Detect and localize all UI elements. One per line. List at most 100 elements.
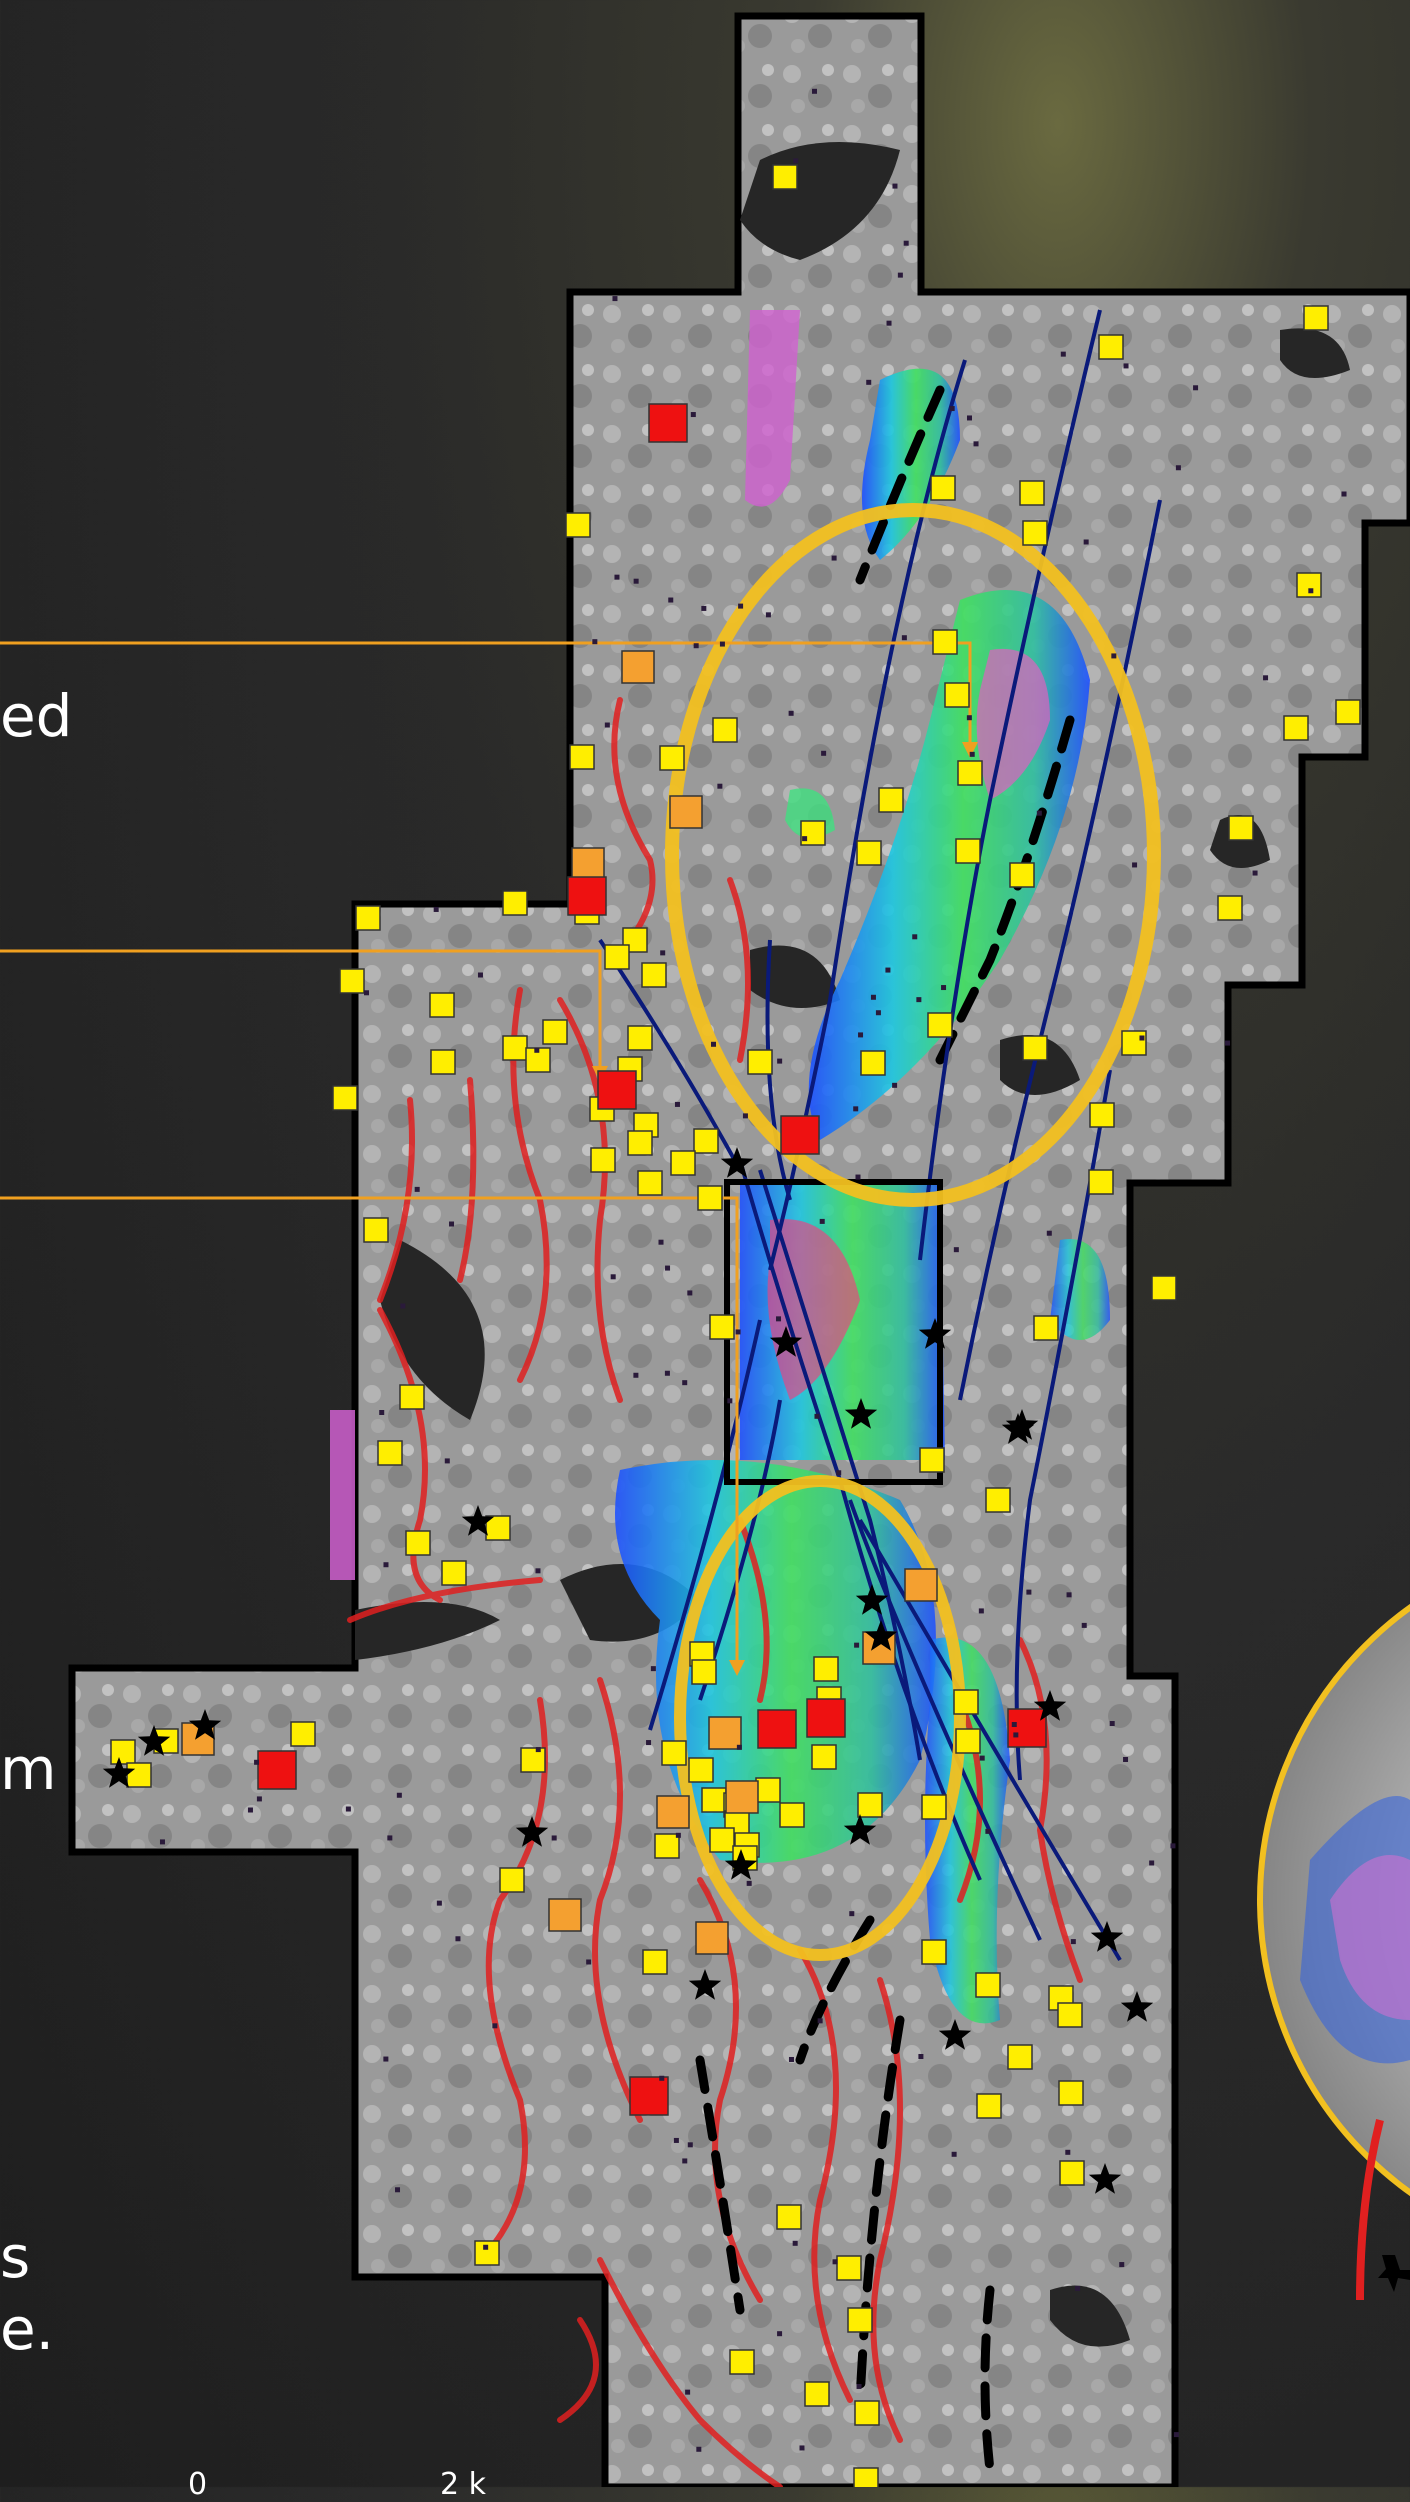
yellow-square-marker [975,1972,1001,1998]
yellow-square-marker [860,1050,886,1076]
orange-square-marker [904,1568,938,1602]
yellow-square-marker [1057,2002,1083,2028]
sample-dot [687,1290,693,1296]
star-marker [864,1620,898,1651]
sample-dot [1070,1939,1076,1945]
star-marker [515,1816,549,1847]
cropped-label-2: m [0,1735,57,1803]
yellow-square-marker [1033,1315,1059,1341]
sample-dot [659,2075,665,2081]
sample-dot [1123,363,1129,369]
sample-dot [673,2137,679,2143]
sample-dot [821,750,827,756]
orange-square-marker [656,1795,690,1829]
scale-bar-label-0: 0 [188,2467,208,2502]
yellow-square-marker [355,905,381,931]
sample-dot [901,635,907,641]
sample-dot [978,1608,984,1614]
yellow-square-marker [1088,1169,1114,1195]
sample-dot [1132,862,1138,868]
sample-dot [535,1747,541,1753]
sample-dot [1060,351,1066,357]
star-marker [137,1725,171,1756]
yellow-square-marker [772,164,798,190]
sample-dot [966,415,972,421]
sample-dot [777,2331,783,2337]
sample-dot [668,597,674,603]
target-ellipse-north [665,503,1161,1207]
sample-dot [379,1409,385,1415]
sample-dot [483,2244,489,2250]
sample-dot [551,1835,557,1841]
red-square-marker [806,1698,846,1738]
red-square-marker [629,2076,669,2116]
sample-dot [690,412,696,418]
yellow-square-marker [1283,715,1309,741]
sample-dot [736,1744,742,1750]
yellow-square-marker [1022,1035,1048,1061]
sample-dot [1173,2432,1179,2438]
yellow-square-marker [502,1035,528,1061]
sample-dot [831,555,837,561]
sample-dot [949,406,955,412]
sample-dot [903,240,909,246]
yellow-square-marker [1296,572,1322,598]
star-marker [688,1969,722,2000]
yellow-square-marker [688,1757,714,1783]
yellow-square-marker [811,1744,837,1770]
yellow-square-marker [955,1728,981,1754]
sample-dot [633,578,639,584]
yellow-square-marker [953,1689,979,1715]
star-marker [1005,1409,1039,1440]
sample-dot [966,715,972,721]
cropped-label-4: e. [0,2295,55,2363]
scale-bar-label-1: 2 k [440,2467,486,2502]
sample-dot [746,1880,752,1886]
sample-dot [1139,1035,1145,1041]
sample-dot [674,1101,680,1107]
sample-dot [612,296,618,302]
yellow-square-marker [520,1747,546,1773]
sample-dot [819,1218,825,1224]
star-marker [1090,1921,1124,1952]
sample-dot [1083,539,1089,545]
sample-dot [1308,588,1314,594]
sample-dot [665,1265,671,1271]
yellow-square-marker [569,744,595,770]
yellow-square-marker [1059,2160,1085,2186]
yellow-square-marker [641,962,667,988]
yellow-square-marker [747,1049,773,1075]
sample-dot [788,2056,794,2062]
yellow-square-marker [927,1012,953,1038]
sample-dot [492,2023,498,2029]
sample-dot [1046,1230,1052,1236]
sample-dot [159,1839,165,1845]
red-square-marker [648,403,688,443]
orange-square-marker [548,1898,582,1932]
sample-dot [814,1413,820,1419]
sample-dot [1341,491,1347,497]
sample-dot [444,1458,450,1464]
yellow-square-marker [776,2204,802,2230]
yellow-square-marker [590,1147,616,1173]
sample-dot [1081,1622,1087,1628]
yellow-square-marker [1121,1030,1147,1056]
yellow-square-marker [878,787,904,813]
yellow-square-marker [441,1560,467,1586]
sample-dot [738,603,744,609]
star-marker [188,1709,222,1740]
leader-lines [0,641,972,1665]
yellow-square-marker [1098,334,1124,360]
sample-dot [604,722,610,728]
sample-dot [687,2142,693,2148]
sample-dot [685,2389,691,2395]
red-square-marker [567,876,607,916]
yellow-square-marker [1228,815,1254,841]
yellow-square-marker [856,840,882,866]
yellow-square-marker [377,1440,403,1466]
yellow-square-marker [697,1185,723,1211]
yellow-square-marker [627,1130,653,1156]
sample-dot [256,1796,262,1802]
